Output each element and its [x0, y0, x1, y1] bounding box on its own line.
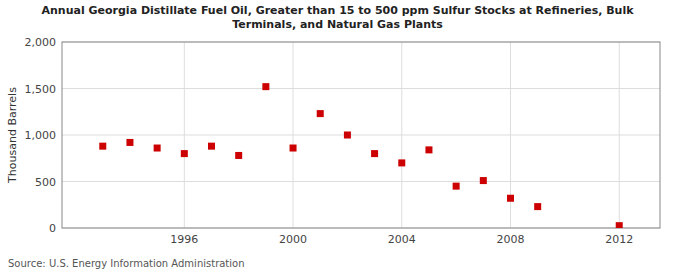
- title-line: Terminals, and Natural Gas Plants: [232, 18, 443, 31]
- y-grid-line: [62, 181, 660, 182]
- y-grid-line: [62, 135, 660, 136]
- background: [0, 0, 675, 275]
- title-line: Annual Georgia Distillate Fuel Oil, Grea…: [42, 4, 635, 17]
- point: [344, 132, 351, 139]
- plot-frame: [62, 42, 660, 228]
- point: [507, 195, 514, 202]
- points: [99, 83, 622, 228]
- point: [453, 183, 460, 190]
- point: [534, 203, 541, 210]
- x-tick-label: 2000: [279, 233, 307, 246]
- y-axis-label: Thousand Barrels: [6, 87, 19, 184]
- y-tick-label: 1,000: [25, 129, 57, 142]
- point: [371, 150, 378, 157]
- y-tick-label: 2,000: [25, 36, 57, 49]
- title: Annual Georgia Distillate Fuel Oil, Grea…: [42, 4, 635, 31]
- x-tick-label: 2008: [497, 233, 525, 246]
- y-grid-line: [62, 88, 660, 89]
- point: [425, 146, 432, 153]
- x-grid-line: [401, 42, 402, 228]
- x-grid-line: [293, 42, 294, 228]
- x-tick-label: 2012: [605, 233, 633, 246]
- point: [290, 145, 297, 152]
- point: [317, 110, 324, 117]
- chart: Annual Georgia Distillate Fuel Oil, Grea…: [0, 0, 675, 275]
- point: [398, 159, 405, 166]
- point: [154, 145, 161, 152]
- plot-area: [62, 42, 660, 228]
- chart-container: Annual Georgia Distillate Fuel Oil, Grea…: [0, 0, 675, 275]
- point: [126, 139, 133, 146]
- point: [616, 222, 623, 228]
- x-grid-line: [184, 42, 185, 228]
- point: [181, 150, 188, 157]
- y-tick-label: 500: [35, 176, 56, 189]
- x-tick-label: 2004: [388, 233, 416, 246]
- source-note: Source: U.S. Energy Information Administ…: [8, 258, 245, 269]
- y-tick-label: 0: [49, 222, 56, 235]
- x-tick-label: 1996: [170, 233, 198, 246]
- x-grid-line: [619, 42, 620, 228]
- point: [208, 143, 215, 150]
- point: [235, 152, 242, 159]
- point: [99, 143, 106, 150]
- y-tick-label: 1,500: [25, 83, 57, 96]
- point: [262, 83, 269, 90]
- point: [480, 177, 487, 184]
